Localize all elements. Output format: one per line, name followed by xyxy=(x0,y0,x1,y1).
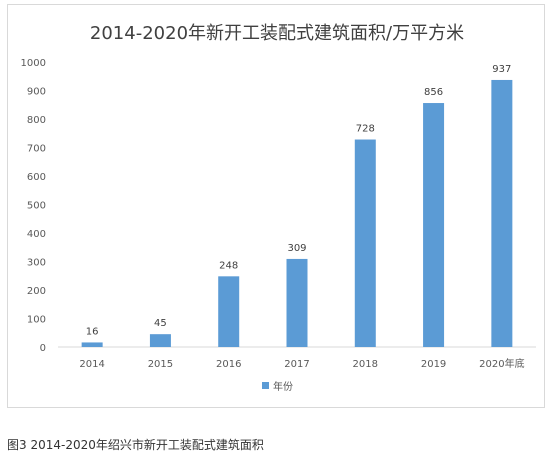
y-tick-label: 300 xyxy=(27,258,46,269)
x-tick-label: 2014 xyxy=(79,359,104,370)
data-label: 248 xyxy=(219,260,238,271)
y-tick-label: 900 xyxy=(27,87,46,98)
y-axis: 0 100 200 300 400 500 600 700 800 900 1000 xyxy=(21,58,46,354)
data-labels: 16 45 248 309 728 856 937 xyxy=(86,64,512,337)
data-label: 856 xyxy=(424,87,443,98)
y-tick-label: 100 xyxy=(27,315,46,326)
y-tick-label: 600 xyxy=(27,172,46,183)
bar xyxy=(81,342,103,347)
chart-frame: 2014-2020年新开工装配式建筑面积/万平方米 0 100 200 300 400 5… xyxy=(7,4,545,408)
y-tick-label: 0 xyxy=(40,343,46,354)
bar xyxy=(149,334,171,347)
y-tick-label: 200 xyxy=(27,286,46,297)
bars xyxy=(81,79,513,347)
x-tick-label: 2020年底 xyxy=(479,357,524,370)
x-tick-label: 2016 xyxy=(216,359,241,370)
data-label: 728 xyxy=(356,124,375,135)
data-label: 45 xyxy=(154,318,167,329)
y-tick-label: 500 xyxy=(27,201,46,212)
x-tick-label: 2018 xyxy=(353,359,378,370)
y-tick-label: 400 xyxy=(27,229,46,240)
y-tick-label: 1000 xyxy=(21,58,46,69)
data-label: 937 xyxy=(492,64,511,75)
bar xyxy=(218,276,240,347)
data-label: 16 xyxy=(86,326,99,337)
bar xyxy=(354,139,376,347)
figure-caption: 图3 2014-2020年绍兴市新开工装配式建筑面积 xyxy=(7,438,264,452)
legend-label: 年份 xyxy=(273,380,293,393)
bar xyxy=(491,79,513,347)
legend: 年份 xyxy=(262,380,293,393)
bar xyxy=(423,103,445,347)
y-tick-label: 700 xyxy=(27,144,46,155)
data-label: 309 xyxy=(287,243,306,254)
x-tick-label: 2017 xyxy=(284,359,309,370)
x-tick-label: 2015 xyxy=(148,359,173,370)
x-tick-label: 2019 xyxy=(421,359,446,370)
legend-swatch xyxy=(262,382,269,389)
bar-chart: 2014-2020年新开工装配式建筑面积/万平方米 0 100 200 300 400 5… xyxy=(21,23,536,393)
x-axis: 2014 2015 2016 2017 2018 2019 2020年底 xyxy=(79,357,524,370)
chart-title: 2014-2020年新开工装配式建筑面积/万平方米 xyxy=(90,23,464,44)
y-tick-label: 800 xyxy=(27,115,46,126)
bar xyxy=(286,258,308,347)
